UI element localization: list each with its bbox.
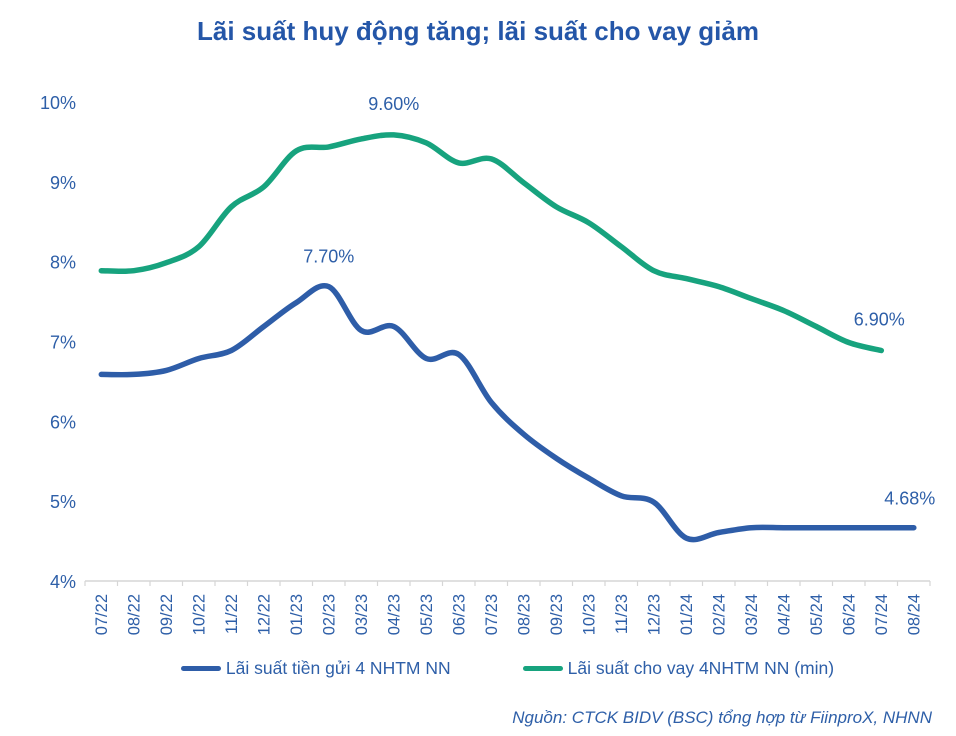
x-axis-label: 03/24 xyxy=(743,594,761,635)
source-note: Nguồn: CTCK BIDV (BSC) tổng hợp từ Fiinp… xyxy=(512,708,932,727)
y-axis-label: 8% xyxy=(50,253,76,273)
x-axis-label: 12/23 xyxy=(645,594,663,635)
series-line-lending xyxy=(98,132,885,354)
x-axis-label: 02/23 xyxy=(320,594,338,635)
x-axis-label: 06/23 xyxy=(450,594,468,635)
y-axis-label: 4% xyxy=(50,572,76,592)
data-label: 4.68% xyxy=(884,489,935,509)
chart-title: Lãi suất huy động tăng; lãi suất cho vay… xyxy=(197,16,759,46)
data-label: 6.90% xyxy=(854,310,905,330)
x-axis-label: 07/22 xyxy=(93,594,111,635)
legend-item-deposit: Lãi suất tiền gửi 4 NHTM NN xyxy=(180,658,451,679)
x-axis-label: 07/23 xyxy=(483,594,501,635)
x-axis-label: 04/24 xyxy=(775,594,793,635)
y-axis-label: 10% xyxy=(40,93,76,113)
x-axis-label: 08/24 xyxy=(905,594,923,635)
y-axis-label: 9% xyxy=(50,173,76,193)
x-axis-label: 05/24 xyxy=(808,594,826,635)
data-label: 9.60% xyxy=(368,94,419,114)
x-axis-label: 10/22 xyxy=(190,594,208,635)
legend-item-lending: Lãi suất cho vay 4NHTM NN (min) xyxy=(522,658,835,679)
x-axis-label: 11/23 xyxy=(613,594,631,634)
x-axis-label: 09/23 xyxy=(548,594,566,635)
x-axis-label: 04/23 xyxy=(385,594,403,635)
chart-legend: Lãi suất tiền gửi 4 NHTM NN Lãi suất cho… xyxy=(85,658,930,679)
y-axis-label: 6% xyxy=(50,412,76,432)
x-axis-label: 01/24 xyxy=(678,594,696,635)
x-axis-label: 08/22 xyxy=(125,594,143,635)
x-axis-label: 08/23 xyxy=(515,594,533,635)
y-axis-label: 7% xyxy=(50,333,76,353)
lending-line-swatch-icon xyxy=(522,666,563,671)
deposit-line-swatch-icon xyxy=(180,666,221,671)
x-axis-label: 03/23 xyxy=(353,594,371,635)
y-axis-label: 5% xyxy=(50,492,76,512)
x-axis-label: 09/22 xyxy=(158,594,176,635)
x-axis-label: 06/24 xyxy=(840,594,858,635)
x-axis-label: 05/23 xyxy=(418,594,436,635)
legend-label-lending: Lãi suất cho vay 4NHTM NN (min) xyxy=(567,658,835,678)
x-axis-label: 07/24 xyxy=(873,594,891,635)
x-axis-label: 10/23 xyxy=(580,594,598,635)
x-axis-label: 02/24 xyxy=(710,594,728,635)
series-line-deposit xyxy=(98,282,917,543)
legend-label-deposit: Lãi suất tiền gửi 4 NHTM NN xyxy=(225,658,451,678)
data-label: 7.70% xyxy=(303,247,354,267)
x-axis-label: 12/22 xyxy=(255,594,273,635)
x-axis-label: 11/22 xyxy=(223,594,241,634)
x-axis-label: 01/23 xyxy=(288,594,306,635)
